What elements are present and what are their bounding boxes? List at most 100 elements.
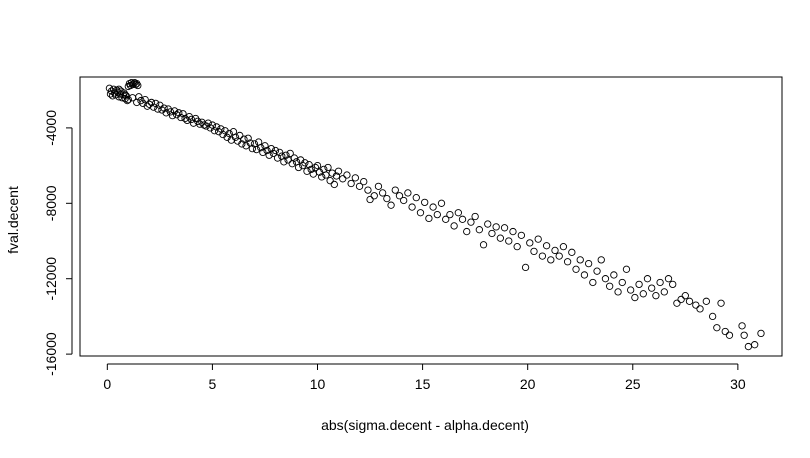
data-point bbox=[212, 123, 221, 131]
data-point bbox=[576, 256, 584, 264]
data-point bbox=[547, 256, 555, 264]
data-point bbox=[429, 203, 437, 211]
data-point bbox=[404, 189, 412, 197]
data-point bbox=[725, 331, 734, 339]
data-point bbox=[751, 341, 759, 349]
data-point bbox=[496, 234, 505, 242]
data-point bbox=[484, 220, 492, 228]
data-point bbox=[162, 109, 170, 117]
y-tick-label: -16000 bbox=[43, 332, 59, 376]
data-point bbox=[332, 172, 341, 180]
data-point bbox=[568, 248, 576, 256]
data-point bbox=[347, 179, 355, 188]
data-point bbox=[395, 192, 404, 200]
data-point bbox=[177, 113, 185, 122]
x-tick-label: 30 bbox=[730, 376, 746, 392]
data-point bbox=[271, 146, 280, 155]
data-point bbox=[244, 134, 252, 142]
data-point bbox=[446, 210, 454, 219]
data-point bbox=[721, 327, 729, 336]
data-point bbox=[330, 180, 338, 189]
data-point bbox=[572, 265, 580, 273]
data-point bbox=[463, 227, 471, 236]
data-point bbox=[313, 161, 322, 170]
data-point bbox=[713, 324, 721, 332]
y-axis: -16000 -12000 -8000 -4000 bbox=[43, 110, 73, 376]
data-point bbox=[664, 275, 673, 283]
y-tick-label: -12000 bbox=[43, 257, 59, 301]
data-point bbox=[360, 177, 368, 186]
data-point bbox=[175, 109, 183, 117]
data-point bbox=[168, 111, 177, 120]
data-point bbox=[534, 235, 542, 243]
data-point bbox=[471, 212, 479, 221]
data-point bbox=[147, 98, 156, 107]
data-point bbox=[412, 193, 420, 202]
data-point bbox=[318, 173, 326, 181]
data-point bbox=[305, 161, 313, 169]
data-point bbox=[343, 171, 351, 179]
data-point bbox=[236, 131, 244, 140]
data-point bbox=[738, 322, 746, 330]
data-point bbox=[639, 290, 647, 298]
data-point bbox=[669, 280, 677, 289]
data-point bbox=[276, 148, 284, 157]
x-tick-label: 20 bbox=[520, 376, 536, 392]
data-point bbox=[631, 293, 639, 302]
data-point bbox=[622, 265, 631, 273]
data-point bbox=[240, 135, 248, 143]
data-point bbox=[263, 146, 271, 155]
x-tick-label: 25 bbox=[625, 376, 641, 392]
data-point bbox=[265, 151, 273, 159]
data-point bbox=[179, 110, 187, 118]
x-axis-label: abs(sigma.decent - alpha.decent) bbox=[321, 417, 529, 433]
data-point bbox=[530, 247, 538, 256]
data-point bbox=[500, 224, 509, 232]
data-point bbox=[280, 158, 288, 166]
data-point bbox=[681, 292, 689, 300]
data-point bbox=[601, 275, 610, 283]
data-point bbox=[135, 93, 143, 101]
data-point bbox=[488, 229, 496, 238]
data-point bbox=[597, 256, 605, 264]
data-point bbox=[673, 299, 681, 307]
data-point bbox=[685, 297, 694, 305]
data-point bbox=[364, 186, 372, 194]
data-point bbox=[627, 286, 635, 294]
data-point bbox=[563, 258, 572, 266]
data-point bbox=[326, 177, 334, 185]
data-point bbox=[204, 119, 212, 127]
data-point bbox=[339, 175, 347, 183]
data-point bbox=[119, 91, 127, 99]
data-point bbox=[618, 278, 626, 287]
data-point bbox=[261, 142, 269, 150]
data-point bbox=[648, 284, 656, 292]
data-point bbox=[379, 189, 387, 197]
data-point bbox=[301, 159, 309, 167]
data-point bbox=[294, 163, 303, 172]
data-point bbox=[124, 95, 132, 104]
data-point bbox=[757, 329, 765, 338]
data-point bbox=[141, 95, 149, 104]
data-point bbox=[517, 231, 526, 240]
data-point bbox=[521, 263, 530, 272]
data-point bbox=[160, 104, 168, 112]
data-point bbox=[416, 209, 425, 217]
data-point bbox=[467, 218, 475, 226]
data-point bbox=[551, 246, 559, 255]
x-tick-label: 10 bbox=[310, 376, 326, 392]
data-point bbox=[238, 140, 246, 148]
data-point bbox=[492, 223, 500, 231]
y-tick-label: -4000 bbox=[43, 110, 59, 146]
data-point bbox=[643, 275, 652, 283]
data-point bbox=[267, 144, 275, 153]
data-point bbox=[311, 163, 320, 172]
data-point bbox=[717, 299, 725, 307]
plot-frame bbox=[79, 76, 783, 357]
data-point bbox=[505, 237, 513, 245]
data-point bbox=[702, 297, 710, 305]
data-point bbox=[692, 301, 700, 309]
data-point bbox=[383, 194, 391, 203]
data-point bbox=[134, 81, 142, 90]
